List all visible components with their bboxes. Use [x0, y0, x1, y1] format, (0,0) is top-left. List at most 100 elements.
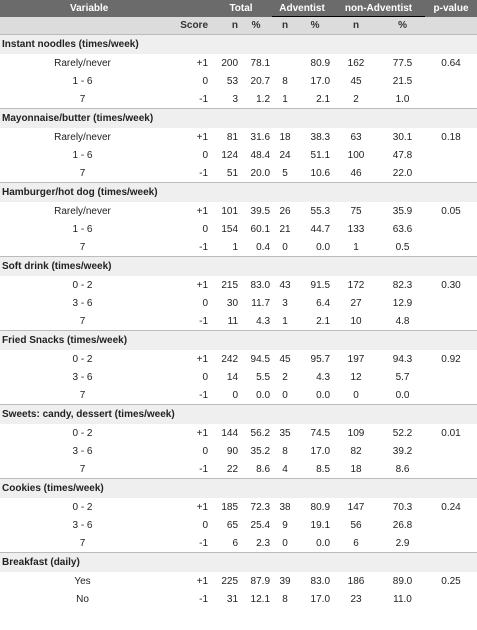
data-cell: 0 - 2: [72, 353, 93, 365]
data-cell: 7: [79, 389, 86, 401]
header-row: Variable Total Adventist non-Adventist p…: [0, 0, 477, 17]
data-cell: [425, 312, 477, 331]
data-cell: 0: [202, 371, 209, 383]
data-cell: 20.7: [250, 75, 271, 87]
data-cell: Rarely/never: [54, 205, 111, 217]
data-cell: 1: [353, 241, 359, 253]
data-cell: +1: [196, 353, 209, 365]
data-cell: [425, 294, 477, 312]
data-cell: +1: [196, 427, 209, 439]
data-cell: 8.5: [316, 463, 331, 475]
section-title: Sweets: candy, dessert (times/week): [0, 404, 211, 424]
data-cell: [425, 534, 477, 553]
data-cell: 8.6: [395, 463, 410, 475]
subheader-cell: %: [240, 16, 273, 35]
data-cell: 30: [226, 297, 239, 309]
data-cell: 75: [350, 205, 362, 217]
data-cell: 144: [221, 427, 239, 439]
data-cell: 0.92: [441, 353, 461, 365]
data-cell: 3 - 6: [72, 371, 93, 383]
section-spacer: [210, 108, 477, 128]
data-cell: 2: [353, 93, 359, 105]
data-cell: 81: [226, 131, 239, 143]
data-cell: 1.2: [256, 93, 271, 105]
data-cell: 6.4: [316, 297, 331, 309]
data-cell: 7: [79, 315, 86, 327]
data-cell: [425, 238, 477, 257]
data-cell: 3: [232, 93, 239, 105]
data-cell: 80.9: [310, 57, 331, 69]
header-cell: p-value: [425, 0, 477, 17]
data-cell: -1: [199, 241, 209, 253]
data-cell: 90: [226, 445, 239, 457]
data-cell: 46: [350, 167, 362, 179]
data-cell: 4.3: [256, 315, 271, 327]
data-cell: 38: [279, 501, 291, 513]
data-cell: 83.0: [250, 279, 271, 291]
data-cell: 215: [221, 279, 239, 291]
data-cell: 0.0: [256, 389, 271, 401]
data-cell: 0 - 2: [72, 501, 93, 513]
data-cell: 0: [202, 223, 209, 235]
data-cell: 0.5: [395, 241, 410, 253]
data-cell: 82: [350, 445, 362, 457]
data-cell: [425, 220, 477, 238]
data-cell: 133: [347, 223, 365, 235]
data-cell: 1 - 6: [72, 223, 93, 235]
data-cell: 19.1: [310, 519, 331, 531]
data-cell: 89.0: [392, 575, 413, 587]
subheader-cell: Score: [165, 16, 211, 35]
data-cell: [425, 146, 477, 164]
data-cell: 83.0: [310, 575, 331, 587]
data-cell: 94.5: [250, 353, 271, 365]
data-cell: No: [76, 593, 89, 605]
data-row: 0 - 2 +1 185 72.3 38 80.9 147 70.3 0.24: [0, 498, 477, 516]
data-cell: 3: [282, 297, 288, 309]
data-cell: 7: [79, 167, 86, 179]
section-row: Sweets: candy, dessert (times/week): [0, 404, 477, 424]
header-cell: Total: [210, 0, 273, 17]
header-cell: Variable: [0, 0, 211, 17]
data-cell: 21.5: [392, 75, 413, 87]
data-cell: 8: [282, 593, 288, 605]
data-cell: 56: [350, 519, 362, 531]
data-cell: 17.0: [310, 593, 331, 605]
data-cell: 0.01: [441, 427, 461, 439]
data-cell: 0.30: [441, 279, 461, 291]
data-cell: 12: [350, 371, 362, 383]
data-cell: -1: [199, 593, 209, 605]
section-title: Cookies (times/week): [0, 478, 211, 498]
data-cell: 7: [79, 537, 86, 549]
section-row: Hamburger/hot dog (times/week): [0, 182, 477, 202]
data-cell: +1: [196, 575, 209, 587]
data-row: Rarely/never +1 200 78.1 80.9 162 77.5 0.64: [0, 54, 477, 72]
data-cell: 21: [279, 223, 291, 235]
data-cell: 186: [347, 575, 365, 587]
data-cell: 80.9: [310, 501, 331, 513]
data-cell: 2.3: [256, 537, 271, 549]
data-cell: 0: [202, 149, 209, 161]
data-cell: 78.1: [250, 57, 271, 69]
data-cell: 0.4: [256, 241, 271, 253]
data-cell: 2: [282, 371, 288, 383]
data-cell: 1: [282, 93, 288, 105]
data-cell: 8: [282, 445, 288, 457]
data-cell: 0: [232, 389, 239, 401]
data-cell: 1.0: [395, 93, 410, 105]
data-cell: 1: [232, 241, 239, 253]
table-body: Instant noodles (times/week) Rarely/never…: [0, 34, 477, 609]
data-cell: 39: [279, 575, 291, 587]
data-table: Variable Total Adventist non-Adventist p…: [0, 0, 477, 609]
data-cell: 43: [279, 279, 291, 291]
data-cell: 18: [350, 463, 362, 475]
data-cell: 14: [226, 371, 239, 383]
data-cell: 200: [221, 57, 239, 69]
data-cell: 4.8: [395, 315, 410, 327]
data-cell: 0: [282, 241, 288, 253]
data-row: 7 -1 0 0.0 0 0.0 0 0.0: [0, 386, 477, 405]
data-cell: 45: [279, 353, 291, 365]
data-cell: 25.4: [250, 519, 271, 531]
data-cell: 23: [350, 593, 362, 605]
data-cell: 8: [282, 75, 288, 87]
data-cell: 4.3: [316, 371, 331, 383]
